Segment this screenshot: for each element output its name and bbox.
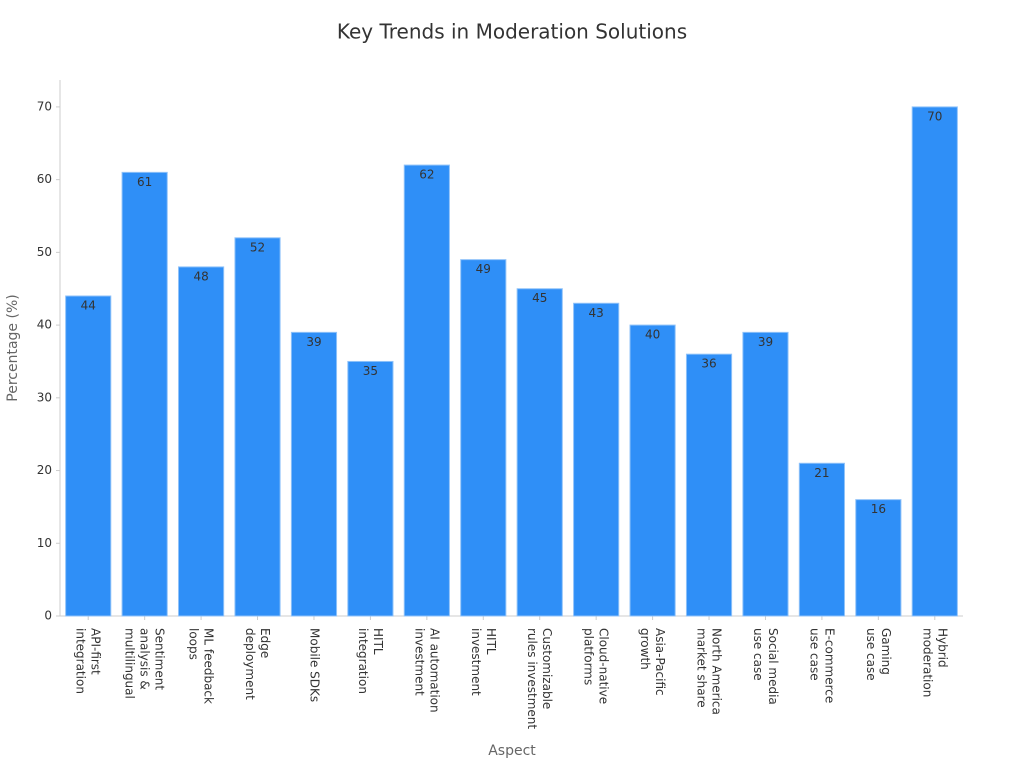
bar [798,462,845,617]
value-label: 36 [701,357,716,371]
x-tick-label: E-commerceuse case [808,628,837,703]
x-tick-label: Hybridmoderation [921,628,950,697]
value-label: 62 [419,168,434,182]
value-label: 70 [927,109,942,123]
y-tick-label: 70 [37,99,52,113]
bar [403,164,450,617]
value-label: 35 [363,364,378,378]
x-tick-label: ML feedbackloops [187,628,216,704]
x-tick-label: AI automationinvestment [413,628,442,713]
value-label: 61 [137,175,152,189]
value-label: 21 [814,466,829,480]
x-tick-label: Cloud-nativeplatforms [582,628,611,704]
bar [573,302,620,617]
bar [911,106,958,617]
value-label: 16 [871,502,886,516]
value-label: 39 [758,335,773,349]
bar [65,295,112,617]
x-tick-label: Sentimentanalysis &multilingual [123,628,167,699]
bar [516,288,563,617]
y-tick-label: 60 [37,172,52,186]
value-label: 40 [645,328,660,342]
value-label: 49 [476,262,491,276]
x-tick-label: Mobile SDKs [307,628,321,702]
x-tick-label: Social mediause case [751,628,780,705]
value-label: 48 [193,269,208,283]
value-label: 45 [532,291,547,305]
x-axis-label: Aspect [488,743,536,759]
y-tick-label: 10 [37,536,52,550]
value-label: 44 [81,299,96,313]
bar [855,499,902,617]
y-tick-label: 30 [37,390,52,404]
chart-title: Key Trends in Moderation Solutions [337,20,687,44]
bar [234,237,281,617]
y-tick-label: 0 [44,609,52,623]
x-tick-label: Edgedeployment [244,628,273,700]
x-tick-label: Gaminguse case [864,628,893,681]
value-label: 52 [250,240,265,254]
bar [685,353,733,617]
y-tick-label: 50 [37,245,52,259]
value-label: 43 [589,306,604,320]
x-tick-label: Asia-Pacificgrowth [639,628,668,696]
x-tick-label: North Americamarket share [695,628,724,715]
x-tick-label: Customizablerules investment [526,628,555,729]
value-label: 39 [306,335,321,349]
y-tick-label: 20 [37,463,52,477]
bar [742,331,789,617]
bar [347,360,394,617]
bar [178,266,225,617]
y-tick-label: 40 [37,318,52,332]
bar [290,331,338,617]
x-tick-label: API-firstintegration [74,628,103,694]
bar [121,171,168,617]
y-axis-label: Percentage (%) [5,294,21,401]
x-tick-label: HITLintegration [356,628,385,694]
bar [460,259,507,617]
x-tick-label: HITLinvestment [469,628,498,696]
bar [629,324,676,617]
